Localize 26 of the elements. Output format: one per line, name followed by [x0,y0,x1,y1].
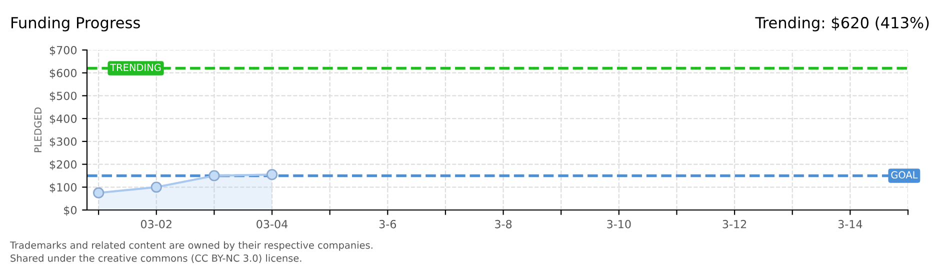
x-tick-label: 3-14 [838,220,862,228]
y-tick-label: $700 [50,46,77,56]
ref-line-label: GOAL [891,171,918,179]
ref-line-label: TRENDING [110,64,161,72]
y-tick-label: $300 [50,137,77,148]
point [208,170,220,182]
point [266,169,278,180]
y-tick-label: $400 [50,114,77,124]
point [93,187,104,198]
y-tick-label: $200 [50,160,77,170]
text: Shared under the creative commons (CC BY-NC 3.0) license. [10,254,302,263]
y-tick-label: $600 [50,68,77,79]
x-tick-label: 3-12 [722,220,746,228]
y-tick-label: $0 [64,206,77,216]
chart-title: Funding Progress [12,16,140,32]
x-tick-label: 03-02 [140,220,172,228]
point [150,182,162,193]
chart-subtitle: Trending: $620 (413%) [755,16,929,32]
x-tick-label: 3-10 [607,220,631,228]
x-tick-label: 3-8 [495,220,512,228]
x-tick-label: 03-04 [256,220,288,228]
y-axis-title: PLEDGED [34,108,42,152]
text: Trademarks and related content are owned by their respective companies. [10,241,372,251]
y-tick-label: $500 [50,91,77,102]
y-tick-label: $100 [50,182,77,193]
x-tick-label: 3-6 [379,220,396,228]
